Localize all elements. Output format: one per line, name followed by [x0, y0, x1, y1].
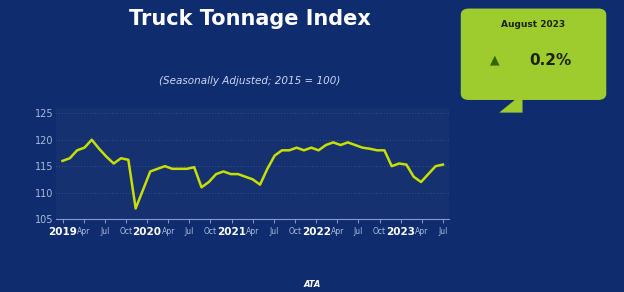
Text: ▲: ▲	[490, 53, 500, 67]
Polygon shape	[499, 94, 522, 113]
Text: Truck Tonnage Index: Truck Tonnage Index	[129, 9, 371, 29]
Text: (Seasonally Adjusted; 2015 = 100): (Seasonally Adjusted; 2015 = 100)	[159, 76, 340, 86]
Text: August 2023: August 2023	[502, 20, 565, 29]
Text: ATA: ATA	[303, 280, 321, 289]
Text: 0.2%: 0.2%	[529, 53, 571, 67]
FancyBboxPatch shape	[461, 8, 607, 100]
